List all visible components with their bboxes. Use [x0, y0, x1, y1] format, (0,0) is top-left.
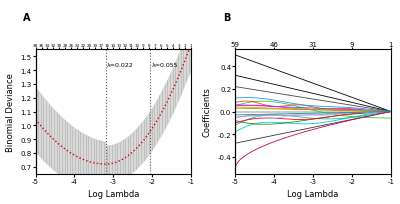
Y-axis label: Binomial Deviance: Binomial Deviance: [6, 73, 14, 151]
X-axis label: Log Lambda: Log Lambda: [88, 190, 139, 198]
Text: A: A: [23, 13, 30, 23]
Y-axis label: Coefficients: Coefficients: [203, 87, 212, 137]
Text: B: B: [223, 13, 230, 23]
Text: λ=0.022: λ=0.022: [107, 63, 134, 68]
Text: λ=0.055: λ=0.055: [152, 63, 178, 68]
X-axis label: Log Lambda: Log Lambda: [288, 190, 339, 198]
